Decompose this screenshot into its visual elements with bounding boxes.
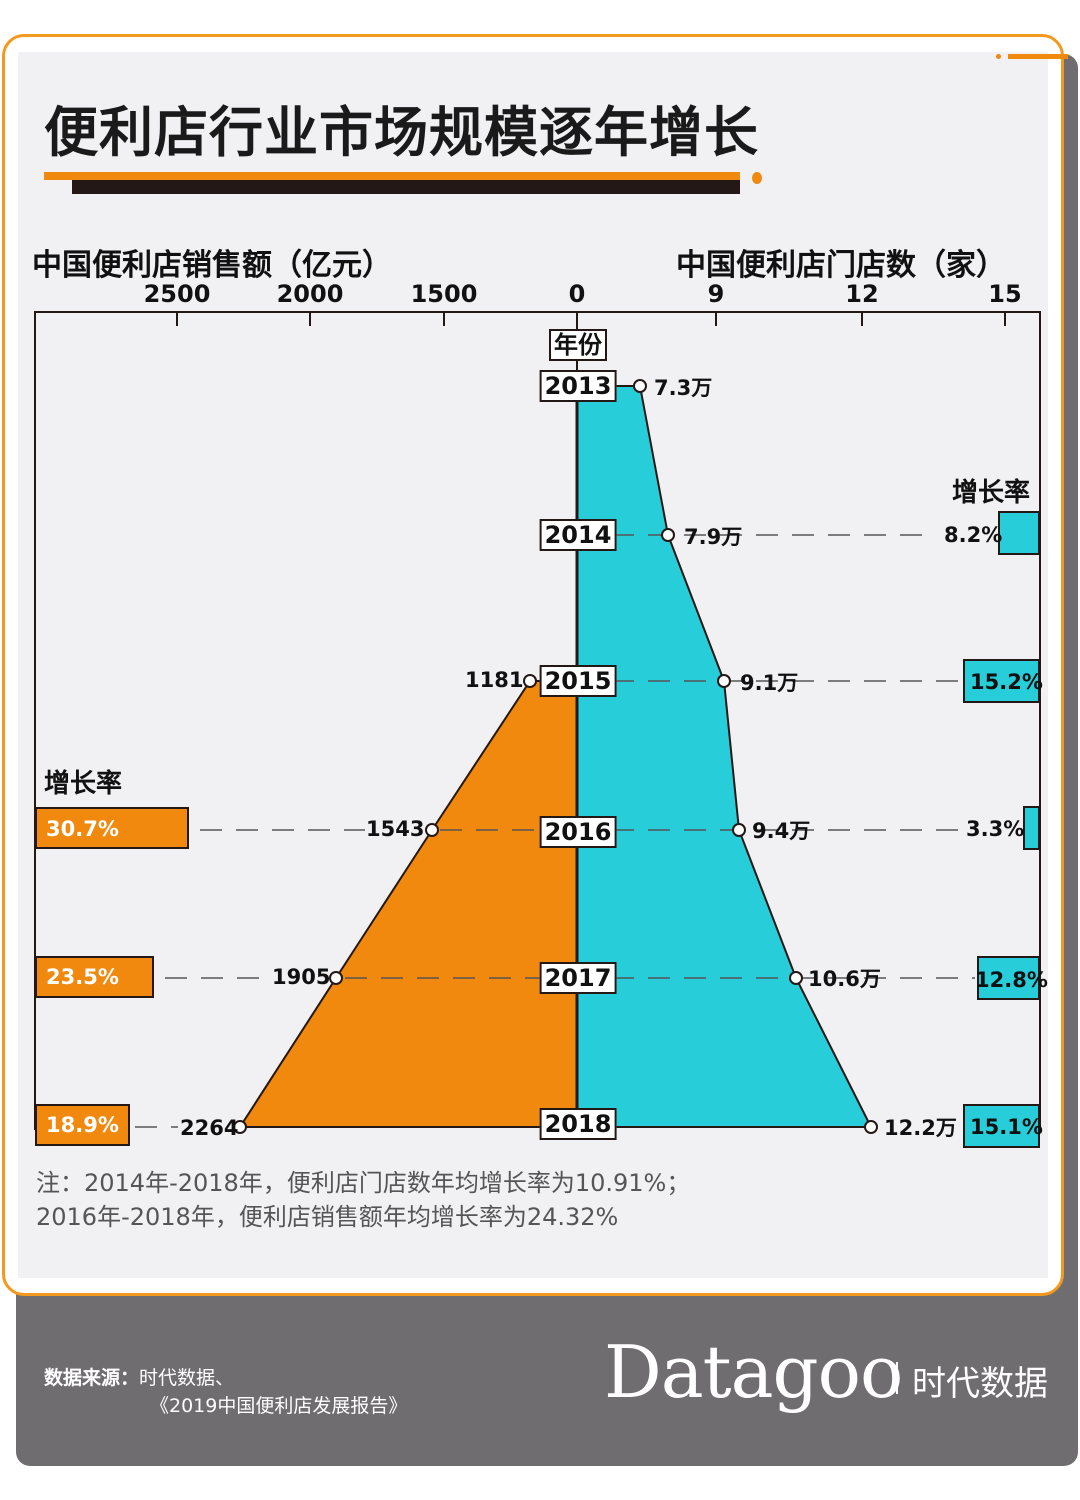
sales-label-2017: 1905 — [272, 965, 331, 989]
sales-growth-bar-2017 — [35, 956, 154, 998]
left-tick-2000: 2000 — [276, 280, 344, 308]
left-tick-1500: 1500 — [410, 280, 478, 308]
store-growth-bar-2016 — [1023, 806, 1040, 850]
left-axis-title: 中国便利店销售额（亿元） — [32, 248, 392, 283]
sales-growth-bar-2018 — [35, 1104, 130, 1146]
store-growth-title: 增长率 — [952, 478, 1031, 508]
left-tick-2500: 2500 — [143, 280, 211, 308]
store-growth-2015: 15.2% — [970, 670, 1043, 694]
store-growth-bar-2014 — [998, 511, 1040, 555]
store-label-2014: 7.9万 — [684, 525, 743, 549]
sales-growth-2016: 30.7% — [46, 817, 119, 841]
sales-growth-2018: 18.9% — [46, 1113, 119, 1137]
sales-label-2018: 2264 — [180, 1116, 239, 1140]
footnote-line-1: 注：2014年-2018年，便利店门店数年均增长率为10.91%； — [36, 1169, 691, 1197]
right-tick-12: 12 — [845, 280, 879, 308]
title-underline-dot — [752, 172, 762, 184]
right-axis-title: 中国便利店门店数（家） — [676, 248, 1006, 283]
sales-growth-2017: 23.5% — [46, 965, 119, 989]
brand-logo: Datagoo — [604, 1330, 903, 1414]
sales-growth-title: 增长率 — [44, 769, 123, 799]
stores-area — [576, 385, 873, 1128]
store-label-2013: 7.3万 — [654, 376, 713, 400]
sales-label-2016: 1543 — [366, 817, 425, 841]
source-line-1: 时代数据、 — [139, 1367, 235, 1389]
sales-growth-bar-2016 — [35, 807, 189, 849]
store-label-2015: 9.1万 — [740, 671, 799, 695]
sales-area — [238, 680, 578, 1128]
store-label-2017: 10.6万 — [808, 967, 881, 991]
source-label: 数据来源： — [44, 1367, 140, 1389]
year-2018: 2018 — [539, 1108, 617, 1140]
data-source: 数据来源：时代数据、 《2019中国便利店发展报告》 — [44, 1364, 407, 1420]
year-2017: 2017 — [539, 962, 617, 994]
center-tick-0: 0 — [568, 280, 586, 308]
brand-cn: 时代数据 — [912, 1364, 1048, 1404]
center-axis-label: 年份 — [549, 329, 607, 361]
title-underline-orange — [44, 172, 740, 180]
corner-dot-decoration — [996, 54, 1001, 59]
store-growth-2018: 15.1% — [970, 1115, 1043, 1139]
year-2013: 2013 — [539, 370, 617, 402]
store-growth-bar-2015 — [963, 659, 1040, 703]
store-label-2016: 9.4万 — [752, 819, 811, 843]
store-growth-bar-2018 — [963, 1104, 1040, 1148]
sales-label-2015: 1181 — [465, 668, 524, 692]
page-title: 便利店行业市场规模逐年增长 — [44, 101, 759, 164]
store-growth-2017: 12.8% — [975, 968, 1048, 992]
year-2014: 2014 — [539, 519, 617, 551]
year-2015: 2015 — [539, 665, 617, 697]
right-tick-15: 15 — [988, 280, 1022, 308]
store-label-2018: 12.2万 — [884, 1116, 957, 1140]
store-growth-2014: 8.2% — [944, 523, 1003, 547]
footnote: 注：2014年-2018年，便利店门店数年均增长率为10.91%； 2016年-… — [36, 1166, 690, 1234]
footnote-line-2: 2016年-2018年，便利店销售额年均增长率为24.32% — [36, 1203, 619, 1231]
store-growth-2016: 3.3% — [966, 817, 1025, 841]
source-line-2: 《2019中国便利店发展报告》 — [150, 1395, 408, 1417]
corner-line-decoration — [1008, 54, 1068, 59]
title-underline-black — [72, 180, 740, 194]
store-growth-bar-2017 — [977, 956, 1040, 1000]
right-tick-9: 9 — [707, 280, 725, 308]
year-2016: 2016 — [539, 816, 617, 848]
brand-separator — [896, 1362, 898, 1394]
